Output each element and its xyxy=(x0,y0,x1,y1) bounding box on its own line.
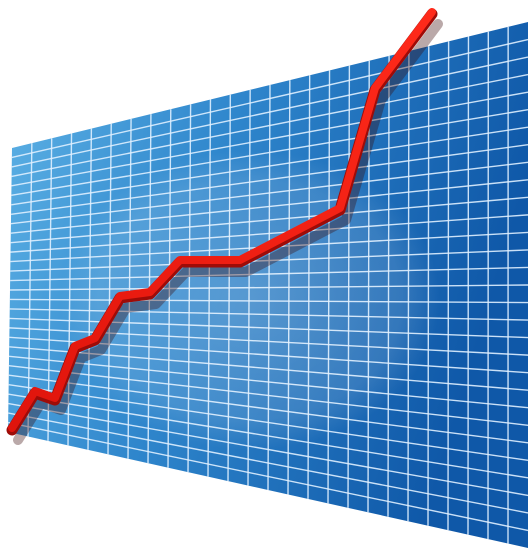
page: (() => { const NS = 'http://www.w3.org/2… xyxy=(0,0,531,553)
chart-illustration xyxy=(0,0,531,553)
